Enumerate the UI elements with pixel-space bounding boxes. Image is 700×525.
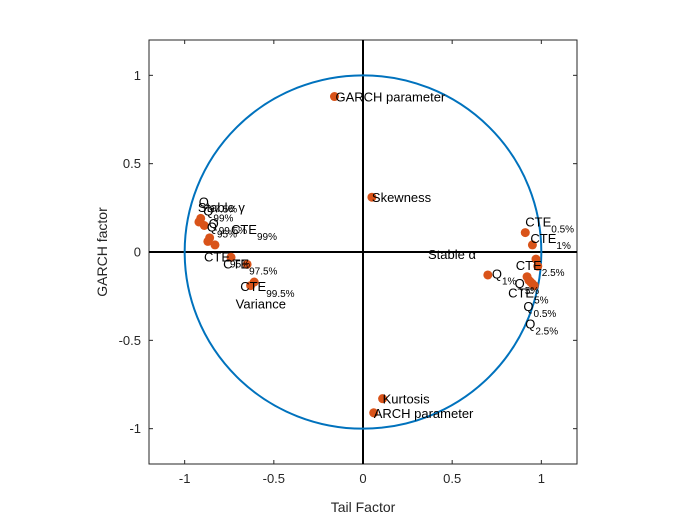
data-point <box>203 236 213 246</box>
data-point <box>367 192 377 202</box>
data-point <box>378 394 388 404</box>
y-tick-label: -1 <box>129 421 141 436</box>
y-tick-label: 0.5 <box>123 156 141 171</box>
point-label: CTE0.5% <box>525 215 574 236</box>
point-label: Q0.5% <box>523 299 556 320</box>
data-point <box>242 259 252 269</box>
axis-ticks: -1 -0.5 0 0.5 1 -1 -0.5 0 0.5 1 <box>119 40 577 486</box>
x-tick-label: -1 <box>179 471 191 486</box>
x-tick-label: 0.5 <box>443 471 461 486</box>
data-point <box>369 408 379 418</box>
point-label: Q99% <box>203 204 233 225</box>
x-tick-label: 1 <box>538 471 545 486</box>
data-point <box>199 221 209 230</box>
data-point <box>329 92 339 102</box>
point-label: ARCH parameter <box>374 406 474 421</box>
data-points <box>194 92 543 418</box>
unit-circle-layer <box>183 74 543 430</box>
point-label: GARCH parameter <box>335 90 445 105</box>
x-tick-label: -0.5 <box>263 471 285 486</box>
point-label: Skewness <box>372 190 432 205</box>
point-label: Variance <box>236 297 286 312</box>
point-label: Kurtosis <box>383 392 430 407</box>
y-tick-label: 1 <box>134 68 141 83</box>
y-tick-label: 0 <box>134 245 141 260</box>
data-point <box>246 281 256 291</box>
unit-circle <box>183 74 543 430</box>
point-label: CTE95% <box>204 249 250 270</box>
point-label: Q1% <box>492 266 517 287</box>
point-label: Q97.5% <box>199 194 238 215</box>
point-label: Stable α <box>428 247 476 262</box>
point-label: Q2.5% <box>525 317 558 338</box>
data-point <box>529 281 539 291</box>
x-axis-label: Tail Factor <box>331 499 396 515</box>
point-label: Q99.5% <box>209 216 248 237</box>
data-point <box>210 240 220 250</box>
data-point <box>226 252 236 262</box>
point-label: Q95% <box>207 219 237 240</box>
point-label: CTE99% <box>231 222 277 243</box>
x-tick-label: 0 <box>359 471 366 486</box>
data-point <box>533 261 543 271</box>
data-point <box>520 228 530 238</box>
data-point <box>527 240 537 250</box>
point-label: Stable γ <box>198 200 245 215</box>
y-axis-label: GARCH factor <box>94 207 110 297</box>
data-point <box>483 270 493 280</box>
y-tick-label: -0.5 <box>119 333 141 348</box>
point-label: CTE99.5% <box>240 279 294 300</box>
point-label: CTE97.5% <box>223 256 277 277</box>
point-label: CTE5% <box>508 286 549 307</box>
point-label: CTE1% <box>530 231 571 252</box>
zero-axes <box>149 40 577 464</box>
point-label: CTE2.5% <box>516 258 565 279</box>
point-label: Q5% <box>515 276 540 297</box>
data-point <box>531 254 541 264</box>
